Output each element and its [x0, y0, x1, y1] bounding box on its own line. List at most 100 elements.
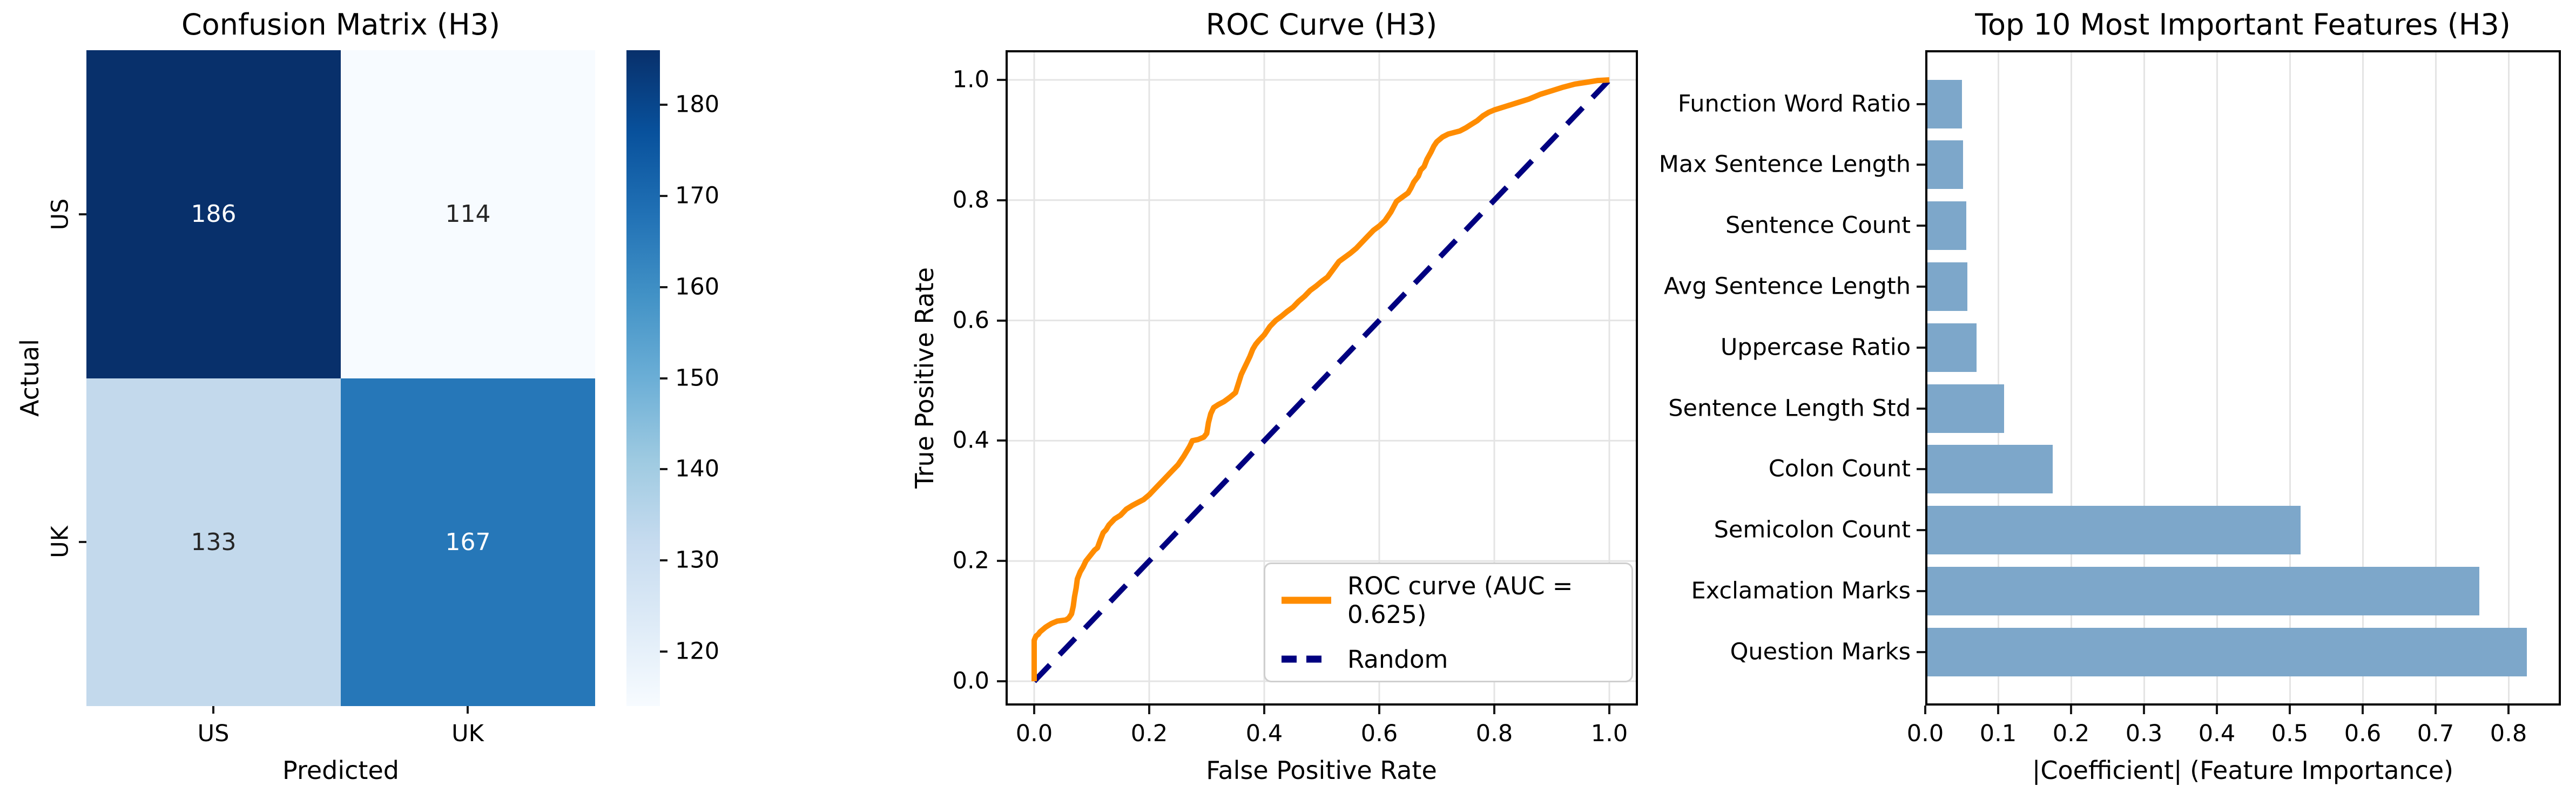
- x-tick-label: 0.1: [1979, 720, 2017, 747]
- grid-line-x: [1997, 50, 1999, 706]
- x-tick-label: UK: [451, 720, 484, 747]
- x-tick-label: 0.8: [2490, 720, 2527, 747]
- y-tick-label: 0.4: [952, 426, 989, 454]
- x-tick: [2143, 706, 2145, 714]
- x-tick-label: 0.6: [2344, 720, 2382, 747]
- legend-label-random: Random: [1347, 645, 1448, 674]
- x-tick-label: 0.0: [1906, 720, 1944, 747]
- roc-legend: ROC curve (AUC = 0.625) Random: [1264, 562, 1633, 682]
- bar: [1925, 140, 1964, 189]
- roc-xlabel: False Positive Rate: [1206, 756, 1437, 785]
- grid-line-x: [2070, 50, 2072, 706]
- grid-line-x: [2143, 50, 2145, 706]
- colorbar-tick: [660, 468, 667, 471]
- y-tick-label: Exclamation Marks: [1691, 577, 1911, 605]
- colorbar-tick: [660, 377, 667, 379]
- bar: [1925, 445, 2053, 494]
- y-tick: [997, 439, 1006, 442]
- x-tick: [2070, 706, 2072, 714]
- y-tick: [997, 560, 1006, 562]
- heatmap-cell-value: 167: [445, 528, 491, 556]
- y-tick: [1917, 529, 1925, 532]
- legend-label-roc-curve: ROC curve (AUC = 0.625): [1347, 571, 1573, 629]
- y-tick: [79, 213, 86, 215]
- y-tick-label: Max Sentence Length: [1658, 151, 1911, 178]
- y-tick: [79, 541, 86, 543]
- x-tick: [1263, 706, 1265, 714]
- x-tick-label: 0.5: [2271, 720, 2309, 747]
- y-tick-label: 0.2: [952, 547, 989, 574]
- x-tick-label: 0.8: [1475, 720, 1513, 747]
- heatmap-cell: 133: [86, 378, 341, 706]
- y-tick-label: US: [46, 198, 74, 231]
- x-tick: [212, 706, 214, 714]
- colorbar-tick-label: 120: [675, 638, 720, 665]
- x-tick-label: 0.4: [1245, 720, 1283, 747]
- bar: [1925, 262, 1968, 311]
- x-tick-label: 0.7: [2417, 720, 2454, 747]
- feature-importance-frame: [1925, 50, 2561, 706]
- y-tick-label: 0.8: [952, 186, 989, 214]
- heatmap-cell-value: 186: [191, 200, 237, 228]
- x-tick-label: 0.2: [1130, 720, 1168, 747]
- random-line-sample-icon: [1282, 655, 1331, 663]
- x-tick: [2507, 706, 2510, 714]
- y-tick: [1917, 468, 1925, 471]
- grid-line-x: [2362, 50, 2364, 706]
- x-tick-label: US: [197, 720, 230, 747]
- y-tick: [997, 199, 1006, 201]
- y-tick-label: Sentence Length Std: [1668, 395, 1911, 422]
- y-tick-label: Question Marks: [1730, 638, 1911, 666]
- y-tick: [1917, 650, 1925, 653]
- roc-title: ROC Curve (H3): [1205, 8, 1438, 42]
- bar: [1925, 79, 1962, 128]
- grid-line-x: [2435, 50, 2437, 706]
- heatmap-ylabel: Actual: [15, 338, 44, 417]
- y-tick-label: UK: [46, 526, 74, 558]
- x-tick-label: 0.3: [2125, 720, 2163, 747]
- x-tick-label: 0.2: [2052, 720, 2090, 747]
- x-tick: [1608, 706, 1610, 714]
- x-tick: [2289, 706, 2291, 714]
- x-tick-label: 1.0: [1590, 720, 1628, 747]
- y-tick-label: Semicolon Count: [1714, 516, 1911, 544]
- y-tick: [1917, 285, 1925, 288]
- y-tick-label: Colon Count: [1768, 455, 1911, 483]
- feature-importance-plot: [1925, 50, 2561, 706]
- legend-entry-roc-curve: ROC curve (AUC = 0.625): [1279, 572, 1617, 629]
- y-tick-label: 0.0: [952, 667, 989, 695]
- colorbar: [626, 50, 660, 706]
- x-tick: [1148, 706, 1150, 714]
- colorbar-tick: [660, 195, 667, 197]
- colorbar-tick-label: 170: [675, 182, 720, 209]
- heatmap-cell: 167: [341, 378, 595, 706]
- y-tick-label: Function Word Ratio: [1677, 90, 1911, 117]
- bar: [1925, 627, 2527, 676]
- colorbar-tick-label: 150: [675, 364, 720, 391]
- y-tick: [1917, 346, 1925, 349]
- y-tick: [1917, 164, 1925, 166]
- x-tick-label: 0.0: [1015, 720, 1053, 747]
- y-tick: [1917, 407, 1925, 410]
- legend-entry-random: Random: [1279, 645, 1617, 674]
- bar: [1925, 201, 1966, 250]
- roc-ylabel: True Positive Rate: [910, 267, 939, 489]
- y-tick: [1917, 103, 1925, 105]
- random-line: [1032, 78, 1611, 683]
- y-tick: [1917, 589, 1925, 592]
- grid-line-x: [2216, 50, 2218, 706]
- colorbar-tick-label: 130: [675, 546, 720, 574]
- colorbar-tick: [660, 559, 667, 561]
- colorbar-tick: [660, 104, 667, 106]
- roc-curve-line-sample-icon: [1282, 597, 1331, 604]
- confusion-matrix-title: Confusion Matrix (H3): [181, 8, 501, 42]
- x-tick: [467, 706, 469, 714]
- x-tick: [2216, 706, 2218, 714]
- bar: [1925, 506, 2301, 555]
- y-tick-label: Avg Sentence Length: [1664, 273, 1911, 300]
- y-tick: [997, 680, 1006, 682]
- bar: [1925, 323, 1977, 372]
- confusion-matrix-heatmap: 186 114 133 167: [86, 50, 595, 706]
- x-tick: [1997, 706, 1999, 714]
